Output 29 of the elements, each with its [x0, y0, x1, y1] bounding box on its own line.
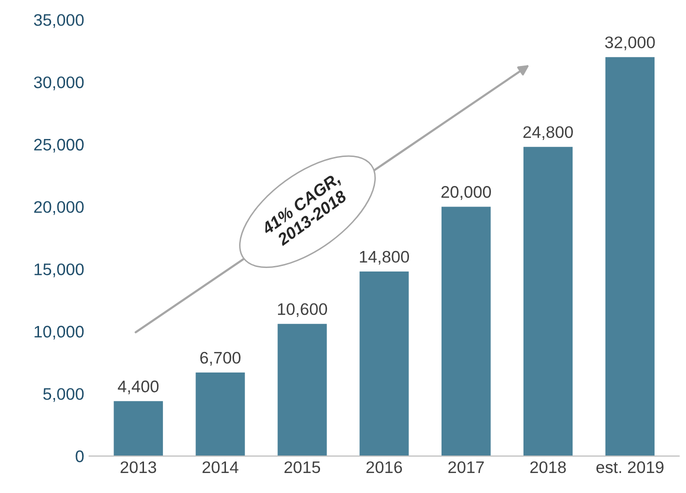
- data-label: 4,400: [118, 380, 159, 394]
- bar: [442, 206, 491, 456]
- x-tick-label: 2013: [120, 461, 156, 474]
- y-tick-label: 5,000: [43, 388, 84, 402]
- bar: [114, 401, 163, 456]
- x-tick-label: est. 2019: [596, 461, 664, 474]
- data-label: 14,800: [360, 250, 409, 265]
- x-tick-label: 2015: [284, 461, 320, 474]
- bar: [360, 272, 409, 456]
- data-label: 6,700: [200, 352, 240, 366]
- data-label: 10,600: [278, 303, 328, 318]
- y-tick-label: 30,000: [34, 76, 84, 90]
- y-tick-label: 10,000: [34, 326, 84, 340]
- data-label: 32,000: [605, 36, 655, 50]
- y-tick-label: 25,000: [34, 138, 84, 153]
- bar: [523, 146, 573, 456]
- y-tick-label: 20,000: [34, 201, 84, 215]
- x-tick-label: 2014: [202, 461, 238, 474]
- data-label: 20,000: [441, 186, 491, 200]
- x-tick-label: 2017: [448, 461, 484, 474]
- bar: [196, 372, 245, 456]
- data-label: 24,800: [523, 126, 573, 140]
- y-tick-label: 0: [76, 450, 84, 462]
- bar: [605, 57, 655, 456]
- x-tick-label: 2016: [366, 461, 402, 474]
- x-tick-label: 2018: [530, 461, 566, 474]
- bar: [278, 324, 327, 456]
- y-tick-label: 35,000: [34, 14, 84, 28]
- y-tick-label: 15,000: [34, 263, 84, 278]
